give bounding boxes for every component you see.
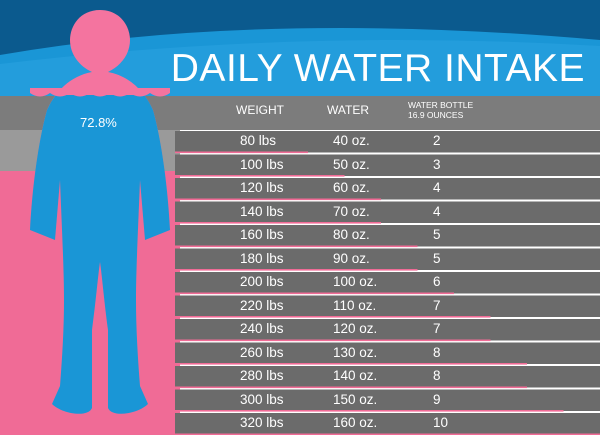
cell-water: 40 oz. (333, 133, 370, 148)
table-row-bg (175, 413, 600, 435)
table-row-bg (175, 319, 600, 341)
cell-bottles: 8 (433, 344, 441, 360)
cell-weight: 120 lbs (240, 180, 284, 195)
row-indicator-line (175, 386, 527, 389)
water-percent-label: 72.8% (80, 115, 117, 130)
column-header-water: WATER (327, 103, 369, 117)
table-row-bg (175, 295, 600, 317)
cell-bottles: 8 (433, 368, 441, 383)
row-indicator-line (175, 433, 600, 435)
cell-weight: 160 lbs (240, 227, 284, 242)
row-indicator-line (175, 339, 491, 342)
row-indicator-line (175, 175, 345, 177)
cell-weight: 140 lbs (240, 203, 284, 219)
table-row-bg (175, 272, 600, 294)
cell-bottles: 4 (433, 180, 441, 195)
row-indicator-line (175, 363, 527, 365)
cell-water: 60 oz. (333, 180, 370, 195)
cell-bottles: 10 (433, 415, 449, 430)
cell-bottles: 4 (433, 203, 441, 219)
body-silhouette (30, 10, 170, 414)
cell-weight: 300 lbs (240, 391, 284, 407)
cell-water: 110 oz. (333, 297, 377, 313)
table-row-bg (175, 131, 600, 153)
table-row-bg (175, 154, 600, 176)
body-figure-water (30, 95, 170, 414)
cell-bottles: 5 (433, 227, 441, 242)
cell-bottles: 9 (433, 391, 441, 407)
row-indicator-line (175, 222, 381, 224)
cell-bottles: 2 (433, 133, 441, 148)
cell-weight: 180 lbs (240, 250, 284, 266)
table-row-bg (175, 225, 600, 247)
cell-water: 140 oz. (333, 368, 378, 383)
cell-weight: 200 lbs (240, 274, 284, 289)
row-indicator-line (175, 151, 308, 154)
column-header-weight: WEIGHT (236, 103, 284, 117)
page-title: DAILY WATER INTAKE (170, 47, 585, 90)
column-header-bottle-line2: 16.9 OUNCES (408, 110, 464, 120)
row-indicator-line (175, 410, 564, 412)
table-row-bg (175, 366, 600, 388)
table-row-bg (175, 389, 600, 411)
cell-water: 160 oz. (333, 415, 378, 430)
cell-weight: 240 lbs (240, 321, 284, 336)
cell-water: 120 oz. (333, 321, 378, 336)
cell-weight: 100 lbs (240, 156, 284, 172)
table-row-bg (175, 178, 600, 200)
cell-weight: 320 lbs (240, 415, 284, 430)
cell-water: 100 oz. (333, 274, 378, 289)
cell-bottles: 7 (433, 297, 441, 313)
cell-weight: 80 lbs (240, 133, 277, 148)
title-swoosh-highlight (0, 40, 600, 96)
cell-weight: 280 lbs (240, 368, 284, 383)
row-indicator-line (175, 269, 418, 271)
row-indicator-line (175, 198, 381, 201)
cell-water: 80 oz. (333, 227, 370, 242)
table-row-bg (175, 201, 600, 223)
cell-water: 150 oz. (333, 391, 378, 407)
cell-water: 130 oz. (333, 344, 378, 360)
cell-bottles: 7 (433, 321, 441, 336)
cell-water: 50 oz. (333, 156, 370, 172)
row-indicator-line (175, 316, 491, 318)
table-row-bg (175, 248, 600, 270)
row-indicator-line (175, 245, 418, 248)
table-rows-group (175, 131, 600, 435)
cell-bottles: 3 (433, 156, 441, 172)
water-waves (30, 88, 170, 97)
row-indicator-line (175, 292, 454, 295)
column-header-bottle-line1: WATER BOTTLE (408, 100, 474, 110)
cell-weight: 220 lbs (240, 297, 284, 313)
cell-bottles: 6 (433, 274, 441, 289)
cell-water: 70 oz. (333, 203, 370, 219)
table-row-bg (175, 342, 600, 364)
cell-bottles: 5 (433, 250, 441, 266)
cell-water: 90 oz. (333, 250, 370, 266)
cell-weight: 260 lbs (240, 344, 284, 360)
